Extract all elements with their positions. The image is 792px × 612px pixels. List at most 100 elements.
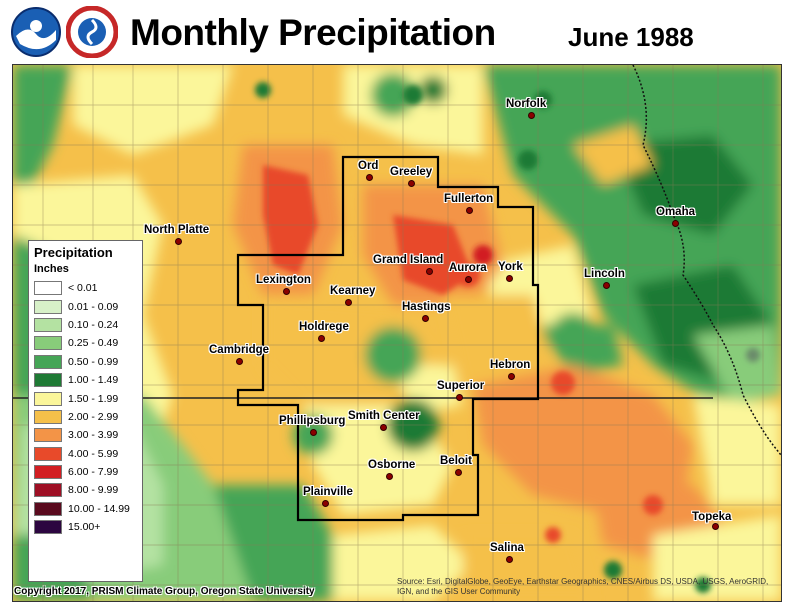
city-marker-fullerton	[466, 207, 473, 214]
legend-swatch	[34, 409, 62, 424]
legend-swatch	[34, 373, 62, 388]
city-label-norfolk: Norfolk	[506, 98, 547, 110]
city-label-york: York	[498, 261, 523, 273]
city-label-aurora: Aurora	[449, 262, 487, 274]
legend-item: 0.01 - 0.09	[29, 297, 142, 315]
city-marker-hebron	[508, 373, 515, 380]
city-marker-hastings	[422, 315, 429, 322]
copyright-text: Copyright 2017, PRISM Climate Group, Ore…	[14, 586, 315, 597]
city-label-beloit: Beloit	[440, 455, 472, 467]
city-label-osborne: Osborne	[368, 459, 416, 471]
city-label-salina: Salina	[490, 542, 524, 554]
legend-label: 2.00 - 2.99	[68, 410, 119, 423]
city-marker-york	[506, 275, 513, 282]
city-marker-smith-center	[380, 424, 387, 431]
legend-swatch	[34, 428, 62, 443]
city-marker-aurora	[465, 276, 472, 283]
city-label-phillipsburg: Phillipsburg	[279, 415, 346, 427]
legend-label: 0.10 - 0.24	[68, 318, 119, 331]
legend-item: 1.00 - 1.49	[29, 371, 142, 389]
legend-label: 1.00 - 1.49	[68, 374, 119, 387]
legend-label: 1.50 - 1.99	[68, 392, 119, 405]
city-marker-cambridge	[236, 358, 243, 365]
city-label-greeley: Greeley	[390, 166, 433, 178]
city-label-ord: Ord	[358, 160, 379, 172]
city-label-omaha: Omaha	[656, 206, 695, 218]
legend-swatch	[34, 483, 62, 498]
legend-swatch	[34, 520, 62, 535]
legend-units: Inches	[34, 263, 69, 275]
legend-swatch	[34, 281, 62, 296]
legend-item: < 0.01	[29, 279, 142, 297]
legend-title: Precipitation	[34, 245, 113, 260]
city-label-hebron: Hebron	[490, 359, 531, 371]
legend-label: 0.25 - 0.49	[68, 337, 119, 350]
city-marker-north-platte	[175, 238, 182, 245]
legend-label: 15.00+	[68, 521, 101, 534]
legend-item: 0.50 - 0.99	[29, 353, 142, 371]
source-attribution: Source: Esri, DigitalGlobe, GeoEye, Eart…	[397, 577, 769, 596]
city-label-lincoln: Lincoln	[584, 268, 625, 280]
legend-item: 0.10 - 0.24	[29, 316, 142, 334]
city-label-smith-center: Smith Center	[348, 410, 420, 422]
city-label-hastings: Hastings	[402, 301, 451, 313]
legend-label: 3.00 - 3.99	[68, 429, 119, 442]
city-marker-osborne	[386, 473, 393, 480]
map-date: June 1988	[568, 22, 694, 52]
legend-swatch	[34, 465, 62, 480]
legend-swatch	[34, 336, 62, 351]
city-label-holdrege: Holdrege	[299, 321, 349, 333]
city-label-fullerton: Fullerton	[444, 193, 494, 205]
city-marker-topeka	[712, 523, 719, 530]
city-label-grand-island: Grand Island	[373, 254, 444, 266]
city-marker-beloit	[455, 469, 462, 476]
legend-label: 10.00 - 14.99	[68, 502, 130, 515]
legend-label: 0.50 - 0.99	[68, 355, 119, 368]
city-marker-ord	[366, 174, 373, 181]
legend-label: 8.00 - 9.99	[68, 484, 119, 497]
legend-label: 4.00 - 5.99	[68, 447, 119, 460]
legend-item: 1.50 - 1.99	[29, 389, 142, 407]
legend-item: 0.25 - 0.49	[29, 334, 142, 352]
city-marker-plainville	[322, 500, 329, 507]
city-label-lexington: Lexington	[256, 274, 311, 286]
legend-item: 6.00 - 7.99	[29, 463, 142, 481]
city-marker-greeley	[408, 180, 415, 187]
map-title: Monthly Precipitation	[130, 12, 496, 53]
city-marker-holdrege	[318, 335, 325, 342]
city-marker-phillipsburg	[310, 429, 317, 436]
city-label-north-platte: North Platte	[144, 224, 210, 236]
city-label-kearney: Kearney	[330, 285, 376, 297]
city-marker-lincoln	[603, 282, 610, 289]
legend-swatch	[34, 446, 62, 461]
legend-swatch	[34, 501, 62, 516]
legend-swatch	[34, 354, 62, 369]
city-marker-norfolk	[528, 112, 535, 119]
city-marker-grand-island	[426, 268, 433, 275]
legend-item: 3.00 - 3.99	[29, 426, 142, 444]
noaa-logo	[10, 6, 62, 58]
city-marker-superior	[456, 394, 463, 401]
legend-item: 10.00 - 14.99	[29, 500, 142, 518]
legend-swatch	[34, 391, 62, 406]
legend-item: 4.00 - 5.99	[29, 445, 142, 463]
national-weather-service-logo	[65, 5, 119, 59]
legend-item: 15.00+	[29, 518, 142, 536]
legend-swatch	[34, 317, 62, 332]
legend-label: 6.00 - 7.99	[68, 466, 119, 479]
legend-label: < 0.01	[68, 282, 98, 295]
city-marker-salina	[506, 556, 513, 563]
city-marker-omaha	[672, 220, 679, 227]
city-label-plainville: Plainville	[303, 486, 353, 498]
city-marker-kearney	[345, 299, 352, 306]
city-label-topeka: Topeka	[692, 511, 732, 523]
city-label-superior: Superior	[437, 380, 485, 392]
legend-item: 2.00 - 2.99	[29, 408, 142, 426]
city-label-cambridge: Cambridge	[209, 344, 270, 356]
legend-rows: < 0.01 0.01 - 0.09 0.10 - 0.24 0.25 - 0.49 0…	[29, 279, 142, 536]
city-marker-lexington	[283, 288, 290, 295]
legend-swatch	[34, 299, 62, 314]
precipitation-legend: Precipitation Inches < 0.01 0.01 - 0.09 0.…	[28, 240, 143, 582]
legend-item: 8.00 - 9.99	[29, 481, 142, 499]
legend-label: 0.01 - 0.09	[68, 300, 119, 313]
